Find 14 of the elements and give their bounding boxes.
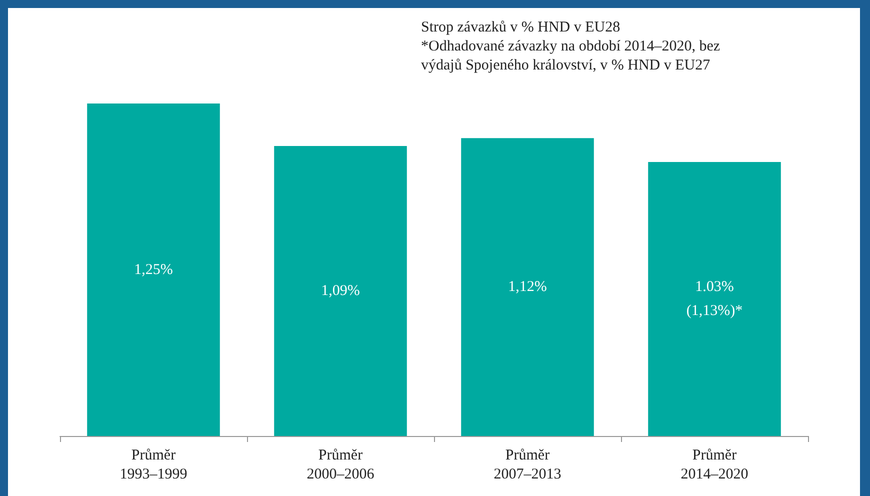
bar: [274, 146, 407, 436]
data-label: 1,09%: [321, 283, 360, 300]
text: Strop závazků v % HND v EU28: [421, 20, 620, 36]
x-tick-label: Průměr 1993–1999: [120, 448, 188, 482]
x-tick-label: Průměr 2000–2006: [306, 448, 375, 482]
x-tick-label: Průměr 2014–2020: [680, 448, 748, 482]
data-label: 1,12%: [508, 279, 547, 296]
data-label: 1.03% (1,13%)*: [686, 279, 743, 320]
text: *Odhadované závazky na období 2014–2020, bez výdajů Spojeného království, v % HND v EU27: [421, 38, 720, 74]
bar: [461, 138, 594, 436]
x-tick-label: Průměr 2007–2013: [494, 448, 562, 482]
bar: [87, 104, 220, 436]
bar: [648, 162, 781, 436]
data-label: 1,25%: [134, 262, 173, 278]
